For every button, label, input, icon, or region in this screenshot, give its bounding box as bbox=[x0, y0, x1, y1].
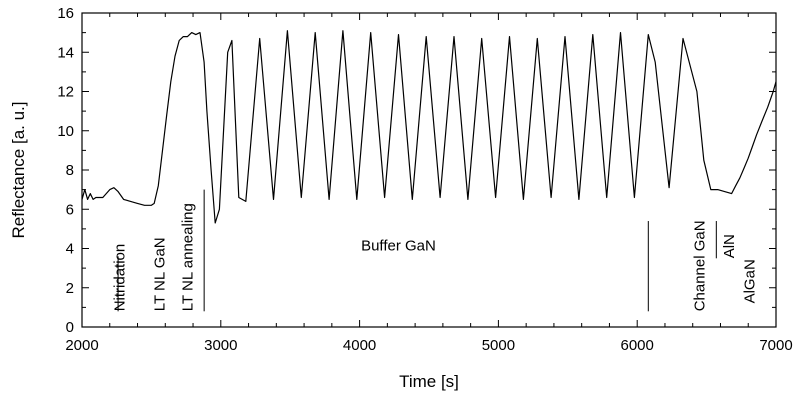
annotation-label: LT NL annealing bbox=[180, 203, 197, 311]
y-tick-label: 0 bbox=[66, 319, 74, 336]
reflectance-series-line bbox=[81, 30, 777, 224]
annotation-label: LT NL GaN bbox=[152, 237, 169, 311]
x-tick-label: 5000 bbox=[482, 337, 515, 354]
y-axis-label: Reflectance [a. u.] bbox=[9, 101, 28, 238]
y-tick-label: 8 bbox=[66, 162, 74, 179]
y-tick-label: 6 bbox=[66, 201, 74, 218]
y-tick-label: 10 bbox=[57, 123, 74, 140]
x-tick-label: 6000 bbox=[621, 337, 654, 354]
x-tick-label: 3000 bbox=[204, 337, 237, 354]
annotation-label: AlN bbox=[721, 234, 738, 258]
y-tick-label: 12 bbox=[57, 84, 74, 101]
y-tick-label: 4 bbox=[66, 241, 74, 258]
y-tick-label: 16 bbox=[57, 5, 74, 22]
annotation-label: Nitridation bbox=[112, 244, 129, 312]
y-tick-label: 14 bbox=[57, 44, 74, 61]
annotation-label: AlGaN bbox=[742, 259, 759, 303]
y-tick-label: 2 bbox=[66, 280, 74, 297]
x-axis-label: Time [s] bbox=[399, 372, 459, 391]
annotation-label: Channel GaN bbox=[692, 220, 709, 311]
x-tick-label: 7000 bbox=[759, 337, 792, 354]
annotation-label: Buffer GaN bbox=[361, 237, 436, 254]
x-tick-label: 2000 bbox=[65, 337, 98, 354]
x-tick-label: 4000 bbox=[343, 337, 376, 354]
